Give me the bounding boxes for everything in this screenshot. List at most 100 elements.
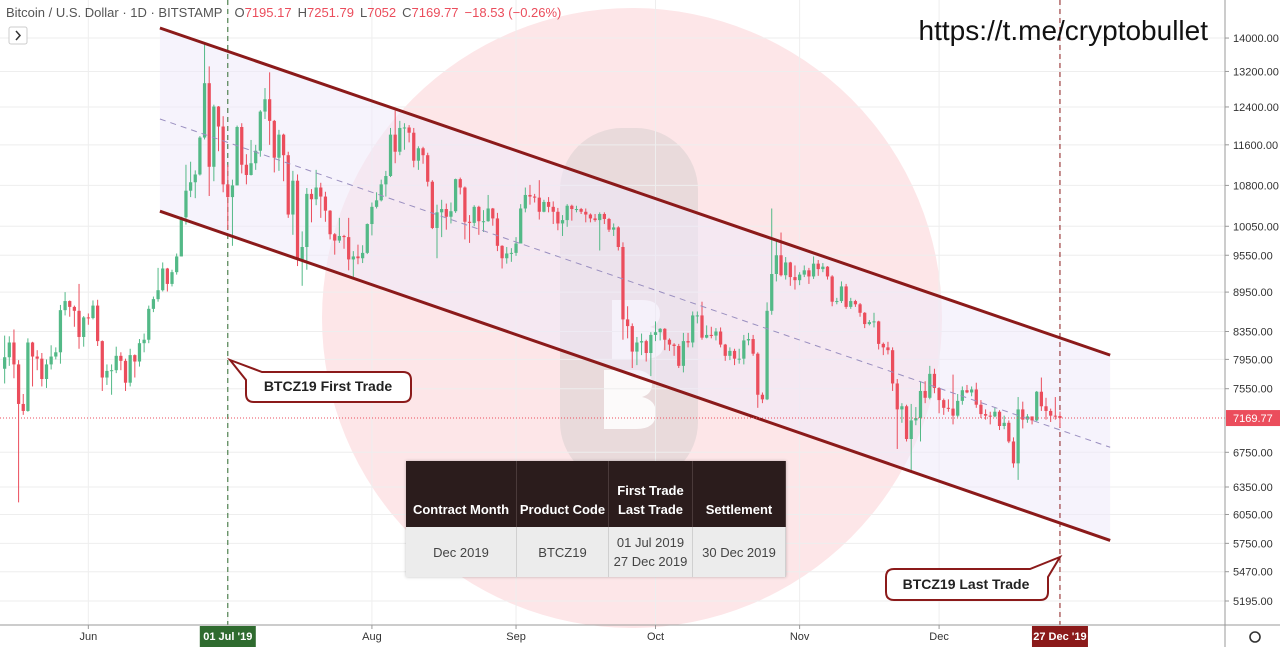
candle-body: [997, 411, 1002, 427]
candle-body: [667, 339, 672, 345]
y-tick-label: 10050.00: [1233, 221, 1279, 233]
candle-body: [407, 127, 411, 133]
candle-body: [305, 193, 309, 247]
candle-body: [649, 334, 653, 353]
candle-body: [811, 263, 816, 277]
candle-body: [91, 305, 95, 319]
table-header-cell: Contract Month: [406, 461, 517, 527]
cell-text: First Trade: [617, 483, 684, 498]
candle-body: [82, 317, 86, 337]
y-tick-label: 6750.00: [1233, 447, 1273, 459]
candle-body: [537, 197, 541, 212]
y-tick-label: 12400.00: [1233, 102, 1279, 114]
candle-body: [495, 218, 500, 246]
y-tick-label: 14000.00: [1233, 33, 1279, 45]
candle-body: [230, 185, 235, 198]
candle-body: [714, 331, 718, 336]
candle-body: [463, 187, 467, 222]
candle-body: [653, 332, 658, 335]
candle-body: [928, 373, 932, 398]
table-cell: BTCZ19: [517, 527, 609, 577]
candle-body: [630, 326, 634, 352]
candle-body: [625, 319, 630, 327]
candle-body: [621, 246, 625, 320]
candle-body: [398, 127, 402, 152]
candle-body: [607, 218, 611, 230]
cell-text: Settlement: [705, 502, 773, 517]
candle-body: [416, 148, 421, 161]
candle-body: [686, 341, 690, 343]
candle-body: [514, 243, 518, 253]
candle-body: [895, 383, 899, 410]
candle-body: [923, 390, 927, 398]
candle-body: [184, 190, 188, 218]
candle-body: [393, 134, 397, 152]
candle-body: [30, 342, 35, 357]
candle-body: [937, 387, 941, 401]
candle-body: [974, 389, 978, 405]
candle-body: [486, 208, 490, 222]
candle-body: [825, 266, 830, 277]
trend-line: [159, 118, 1111, 448]
watermark-url: https://t.me/cryptobullet: [919, 15, 1209, 46]
candle-body: [1039, 391, 1043, 407]
candle-body: [128, 355, 132, 383]
candle-body: [844, 286, 848, 307]
candle-body: [291, 180, 295, 215]
candle-body: [839, 286, 844, 302]
candle-body: [328, 210, 332, 235]
ohlc-value: 7195.17: [245, 5, 292, 20]
candle-body: [556, 211, 560, 224]
candle-body: [272, 120, 276, 158]
candle-body: [751, 339, 755, 354]
collapse-button[interactable]: [8, 26, 28, 45]
candle-body: [44, 364, 49, 380]
candle-body: [309, 193, 314, 200]
x-tick-label: Aug: [362, 631, 382, 643]
candle-body: [151, 299, 156, 309]
candle-body: [421, 148, 425, 156]
candle-body: [509, 252, 514, 254]
table-cell: 01 Jul 2019 27 Dec 2019: [609, 527, 693, 577]
candle-body: [546, 201, 551, 207]
cell-text: 01 Jul 2019: [616, 535, 685, 550]
candle-body: [481, 221, 486, 223]
candle-body: [68, 301, 72, 307]
candle-body: [26, 342, 30, 411]
candle-body: [1044, 406, 1048, 411]
candle-body: [797, 274, 802, 281]
settings-icon[interactable]: [1249, 631, 1261, 643]
candle-body: [119, 355, 123, 361]
callout-box: [226, 357, 412, 403]
candle-body: [58, 310, 63, 353]
candle-body: [644, 341, 648, 353]
candle-body: [932, 373, 937, 388]
table-header-cell: First Trade Last Trade: [609, 461, 693, 527]
candle-body: [384, 176, 388, 185]
callout-box: [885, 554, 1063, 601]
change: −18.53 (−0.26%): [465, 5, 562, 20]
candle-body: [849, 301, 853, 307]
candle-body: [258, 111, 262, 151]
candle-body: [983, 414, 988, 416]
candle-body: [663, 328, 667, 340]
candle-body: [202, 83, 207, 138]
candle-body: [918, 390, 923, 419]
candle-body: [965, 390, 969, 393]
candle-body: [700, 315, 704, 338]
candle-body: [175, 256, 179, 273]
ohlc-prefix: H: [298, 5, 307, 20]
candle-body: [3, 357, 7, 369]
candle-body: [1049, 410, 1053, 416]
candle-body: [449, 211, 453, 217]
candle-body: [244, 164, 249, 175]
ohlc-value: 7251.79: [307, 5, 354, 20]
candle-body: [691, 315, 695, 343]
candle-body: [370, 206, 374, 225]
candle-body: [584, 211, 588, 215]
candle-body: [672, 344, 676, 346]
candle-body: [161, 268, 165, 291]
candle-body: [551, 206, 555, 212]
cell-text: 30 Dec 2019: [702, 544, 776, 560]
candle-body: [956, 400, 960, 416]
